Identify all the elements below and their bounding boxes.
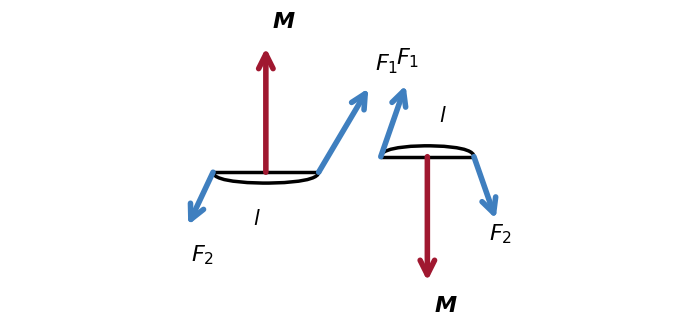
Text: $l$: $l$ xyxy=(439,106,447,126)
Text: $\boldsymbol{F_2}$: $\boldsymbol{F_2}$ xyxy=(191,244,214,267)
Text: $\boldsymbol{M}$: $\boldsymbol{M}$ xyxy=(272,13,295,32)
Text: $\boldsymbol{F_1}$: $\boldsymbol{F_1}$ xyxy=(374,52,398,76)
Text: $l$: $l$ xyxy=(253,210,260,230)
Text: $\boldsymbol{F_2}$: $\boldsymbol{F_2}$ xyxy=(489,222,513,246)
Text: $\boldsymbol{M}$: $\boldsymbol{M}$ xyxy=(433,296,458,317)
Text: $\boldsymbol{F_1}$: $\boldsymbol{F_1}$ xyxy=(396,46,420,70)
